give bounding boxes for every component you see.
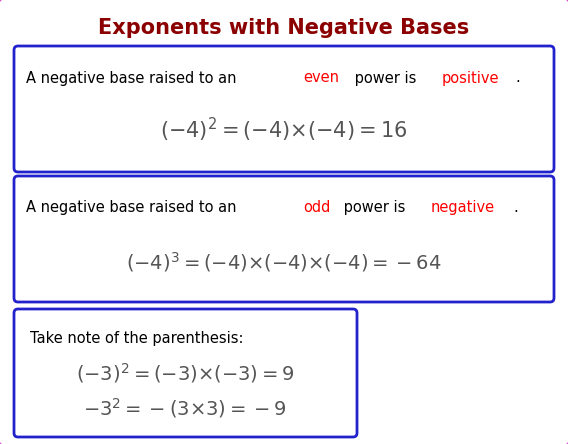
Text: even: even bbox=[303, 71, 340, 86]
FancyBboxPatch shape bbox=[14, 176, 554, 302]
FancyBboxPatch shape bbox=[14, 46, 554, 172]
Text: $(-3)^{2}=(-3){\times}(-3)=9$: $(-3)^{2}=(-3){\times}(-3)=9$ bbox=[76, 361, 294, 385]
Text: odd: odd bbox=[303, 199, 331, 214]
Text: Take note of the parenthesis:: Take note of the parenthesis: bbox=[30, 330, 244, 345]
Text: negative: negative bbox=[431, 199, 495, 214]
Text: positive: positive bbox=[442, 71, 499, 86]
Text: $-3^{2}=-(3{\times}3)=-9$: $-3^{2}=-(3{\times}3)=-9$ bbox=[83, 396, 287, 420]
FancyBboxPatch shape bbox=[14, 309, 357, 437]
Text: .: . bbox=[513, 199, 518, 214]
Text: A negative base raised to an: A negative base raised to an bbox=[26, 199, 241, 214]
Text: power is: power is bbox=[339, 199, 410, 214]
Text: $(-4)^{2}=(-4){\times}(-4)=16$: $(-4)^{2}=(-4){\times}(-4)=16$ bbox=[160, 116, 408, 144]
Text: A negative base raised to an: A negative base raised to an bbox=[26, 71, 241, 86]
Text: Exponents with Negative Bases: Exponents with Negative Bases bbox=[98, 18, 470, 38]
Text: .: . bbox=[516, 71, 521, 86]
Text: power is: power is bbox=[350, 71, 421, 86]
Text: $(-4)^{3}=(-4){\times}(-4){\times}(-4)=-64$: $(-4)^{3}=(-4){\times}(-4){\times}(-4)=-… bbox=[126, 250, 442, 274]
